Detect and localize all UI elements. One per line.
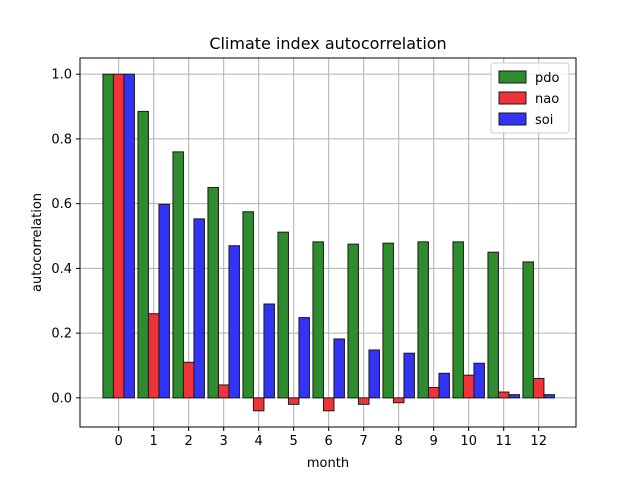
x-tick-label: 11 bbox=[495, 434, 512, 449]
y-tick-label: 1.0 bbox=[51, 68, 72, 83]
bar-soi bbox=[438, 372, 450, 399]
bar-pdo bbox=[522, 261, 534, 399]
bar-nao bbox=[252, 397, 265, 412]
bar-soi bbox=[508, 394, 520, 399]
bars bbox=[102, 73, 555, 412]
bar-soi bbox=[193, 218, 205, 399]
y-tick-label: 0.4 bbox=[51, 262, 72, 277]
bar-soi bbox=[158, 203, 170, 399]
x-tick-label: 8 bbox=[395, 434, 403, 449]
axes-frame bbox=[79, 57, 577, 428]
bar-pdo bbox=[172, 151, 184, 399]
bar-soi bbox=[543, 394, 555, 399]
bar-nao bbox=[147, 313, 160, 399]
x-tick-label: 2 bbox=[185, 434, 193, 449]
x-tick-label: 5 bbox=[290, 434, 298, 449]
x-tick-label: 3 bbox=[220, 434, 228, 449]
ticks: 0 1 2 3 4 5 6 7 8 9 10 11 120.00.20.40.60.81.0 bbox=[51, 68, 547, 449]
y-tick-label: 0.2 bbox=[51, 327, 72, 342]
x-tick-label: 9 bbox=[430, 434, 438, 449]
x-axis-label: month bbox=[307, 456, 349, 471]
x-tick-label: 6 bbox=[325, 434, 333, 449]
x-tick-label: 1 bbox=[150, 434, 158, 449]
bar-pdo bbox=[347, 243, 359, 399]
y-tick-label: 0.8 bbox=[51, 132, 72, 147]
bar-pdo bbox=[382, 242, 394, 399]
x-tick-label: 4 bbox=[255, 434, 263, 449]
bar-soi bbox=[298, 317, 310, 399]
bar-pdo bbox=[312, 241, 324, 399]
bar-pdo bbox=[452, 241, 464, 399]
x-tick-label: 12 bbox=[530, 434, 547, 449]
bar-nao bbox=[217, 384, 230, 399]
bar-soi bbox=[333, 338, 345, 399]
bar-pdo bbox=[417, 241, 429, 399]
bar-soi bbox=[123, 73, 135, 399]
bar-nao bbox=[357, 397, 370, 405]
bar-pdo bbox=[242, 211, 254, 399]
x-tick-label: 7 bbox=[360, 434, 368, 449]
bar-pdo bbox=[102, 73, 114, 399]
bar-pdo bbox=[277, 231, 289, 399]
x-tick-label: 10 bbox=[460, 434, 477, 449]
bar-nao bbox=[287, 397, 300, 405]
bar-soi bbox=[473, 362, 485, 399]
bar-nao bbox=[532, 377, 545, 399]
x-tick-label: 0 bbox=[115, 434, 123, 449]
legend-swatch-nao bbox=[498, 91, 527, 105]
bar-nao bbox=[392, 397, 405, 404]
legend-label-pdo: pdo bbox=[535, 71, 560, 86]
bar-nao bbox=[182, 361, 195, 399]
bar-pdo bbox=[137, 110, 149, 399]
y-tick-label: 0.6 bbox=[51, 197, 72, 212]
bar-soi bbox=[403, 352, 415, 399]
legend-label-soi: soi bbox=[535, 113, 553, 128]
bar-nao bbox=[112, 73, 125, 399]
bar-nao bbox=[427, 387, 440, 399]
bar-pdo bbox=[487, 251, 499, 399]
legend-swatch-soi bbox=[498, 112, 527, 126]
bar-pdo bbox=[207, 186, 219, 399]
bar-soi bbox=[368, 349, 380, 399]
legend: pdo nao soi bbox=[490, 62, 570, 134]
y-tick-label: 0.0 bbox=[51, 391, 72, 406]
bar-nao bbox=[322, 397, 335, 412]
bar-soi bbox=[263, 303, 275, 399]
legend-swatch-pdo bbox=[498, 70, 527, 84]
chart-title: Climate index autocorrelation bbox=[209, 34, 446, 53]
bar-nao bbox=[497, 391, 510, 399]
y-axis-label: autocorrelation bbox=[30, 193, 45, 292]
bar-nao bbox=[462, 374, 475, 399]
legend-label-nao: nao bbox=[535, 92, 559, 107]
bar-soi bbox=[228, 245, 240, 399]
